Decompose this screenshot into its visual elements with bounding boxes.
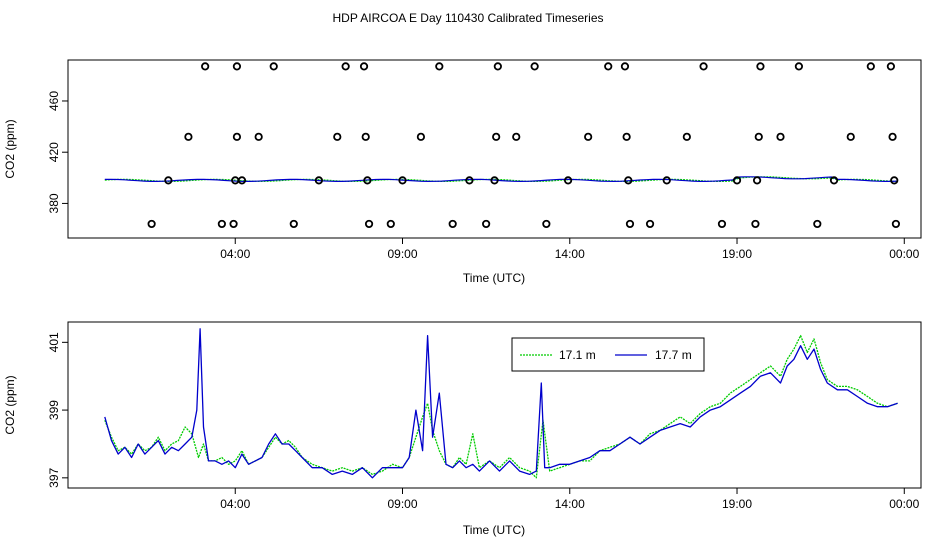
scatter-point bbox=[563, 176, 573, 185]
x-tick-label: 14:00 bbox=[555, 497, 585, 511]
chart-title: HDP AIRCOA E Day 110430 Calibrated Times… bbox=[332, 11, 603, 25]
scatter-point bbox=[289, 219, 298, 229]
scatter-point bbox=[530, 62, 539, 71]
scatter-point bbox=[891, 219, 901, 229]
y-tick-label: 380 bbox=[47, 193, 61, 213]
x-tick-label: 04:00 bbox=[220, 497, 250, 511]
timeseries-y-axis: 397 399 401 bbox=[47, 332, 68, 488]
scatter-point bbox=[752, 176, 762, 185]
co2-scatter-panel: 04:00 09:00 14:00 19:00 00:00 380 420 460 Time… bbox=[3, 59, 922, 285]
scatter-point bbox=[363, 176, 372, 185]
scatter-point bbox=[232, 62, 242, 71]
scatter-x-axis: 04:00 09:00 14:00 19:00 00:00 bbox=[220, 238, 920, 261]
x-tick-label: 00:00 bbox=[889, 497, 919, 511]
scatter-point bbox=[866, 62, 875, 71]
series-line-17-7m bbox=[104, 328, 898, 479]
legend: 17.1 m 17.7 m bbox=[511, 337, 705, 372]
scatter-point bbox=[717, 219, 727, 229]
scatter-point bbox=[699, 62, 708, 71]
scatter-point bbox=[846, 132, 855, 141]
x-tick-label: 19:00 bbox=[722, 247, 752, 261]
y-tick-label: 401 bbox=[47, 332, 61, 352]
scatter-point bbox=[662, 176, 671, 185]
scatter-point bbox=[361, 132, 370, 141]
scatter-point bbox=[620, 62, 630, 71]
x-tick-label: 00:00 bbox=[889, 247, 919, 261]
scatter-point bbox=[269, 62, 278, 71]
timeseries-x-axis: 04:00 09:00 14:00 19:00 00:00 bbox=[220, 488, 920, 511]
x-tick-label: 09:00 bbox=[387, 497, 417, 511]
co2-timeseries-panel: 04:00 09:00 14:00 19:00 00:00 397 399 401 Time… bbox=[3, 321, 922, 537]
scatter-point bbox=[231, 176, 240, 185]
scatter-point bbox=[794, 62, 804, 71]
series-line-17-1m bbox=[104, 176, 898, 183]
scatter-point bbox=[645, 219, 655, 229]
timeseries-x-axis-label: Time (UTC) bbox=[463, 523, 525, 537]
scatter-point bbox=[490, 176, 499, 185]
legend-label-17-7m: 17.7 m bbox=[655, 348, 692, 362]
scatter-point bbox=[341, 62, 350, 71]
scatter-point bbox=[890, 176, 899, 185]
x-tick-label: 04:00 bbox=[220, 247, 250, 261]
scatter-point bbox=[217, 219, 226, 229]
scatter-point bbox=[314, 176, 323, 185]
scatter-point bbox=[164, 176, 173, 185]
y-tick-label: 399 bbox=[47, 400, 61, 420]
scatter-point bbox=[201, 62, 210, 71]
x-tick-label: 14:00 bbox=[555, 247, 585, 261]
scatter-point bbox=[229, 219, 238, 229]
scatter-point bbox=[232, 132, 242, 141]
scatter-point bbox=[416, 132, 426, 141]
scatter-point bbox=[622, 132, 631, 141]
scatter-point bbox=[682, 132, 691, 141]
scatter-points bbox=[147, 62, 901, 229]
series-line-17-7m bbox=[104, 176, 898, 183]
scatter-plot-frame bbox=[67, 59, 922, 239]
scatter-point bbox=[493, 62, 502, 71]
scatter-point bbox=[732, 176, 742, 185]
scatter-point bbox=[886, 62, 895, 71]
legend-label-17-1m: 17.1 m bbox=[559, 348, 596, 362]
scatter-point bbox=[482, 219, 491, 229]
scatter-y-axis-label: CO2 (ppm) bbox=[3, 119, 17, 178]
y-tick-label: 460 bbox=[47, 91, 61, 111]
scatter-point bbox=[448, 219, 457, 229]
scatter-point bbox=[542, 219, 551, 229]
scatter-point bbox=[754, 132, 763, 141]
scatter-point bbox=[776, 132, 785, 141]
scatter-point bbox=[386, 219, 395, 229]
scatter-point bbox=[888, 132, 897, 141]
scatter-point bbox=[465, 176, 474, 185]
scatter-point bbox=[756, 62, 765, 71]
scatter-point bbox=[625, 219, 635, 229]
scatter-point bbox=[813, 219, 822, 229]
scatter-point bbox=[184, 132, 193, 141]
scatter-point bbox=[751, 219, 760, 229]
scatter-point bbox=[584, 132, 593, 141]
y-tick-label: 397 bbox=[47, 468, 61, 488]
scatter-point bbox=[512, 132, 521, 141]
timeseries-y-axis-label: CO2 (ppm) bbox=[3, 375, 17, 434]
timeseries-plot-frame bbox=[67, 321, 922, 489]
scatter-point bbox=[254, 132, 263, 141]
scatter-point bbox=[398, 176, 407, 185]
scatter-point bbox=[492, 132, 501, 141]
x-tick-label: 19:00 bbox=[722, 497, 752, 511]
scatter-point bbox=[147, 219, 156, 229]
y-tick-label: 420 bbox=[47, 142, 61, 162]
x-tick-label: 09:00 bbox=[387, 247, 417, 261]
scatter-series-lines bbox=[104, 176, 898, 183]
scatter-point bbox=[624, 176, 633, 185]
scatter-point bbox=[333, 132, 342, 141]
scatter-point bbox=[364, 219, 374, 229]
timeseries-lines bbox=[104, 328, 898, 479]
scatter-point bbox=[435, 62, 444, 71]
scatter-point bbox=[829, 176, 839, 185]
series-line-17-1m bbox=[104, 334, 898, 479]
scatter-point bbox=[604, 62, 613, 71]
scatter-point bbox=[359, 62, 369, 71]
scatter-y-axis: 380 420 460 bbox=[47, 91, 68, 213]
scatter-x-axis-label: Time (UTC) bbox=[463, 271, 525, 285]
